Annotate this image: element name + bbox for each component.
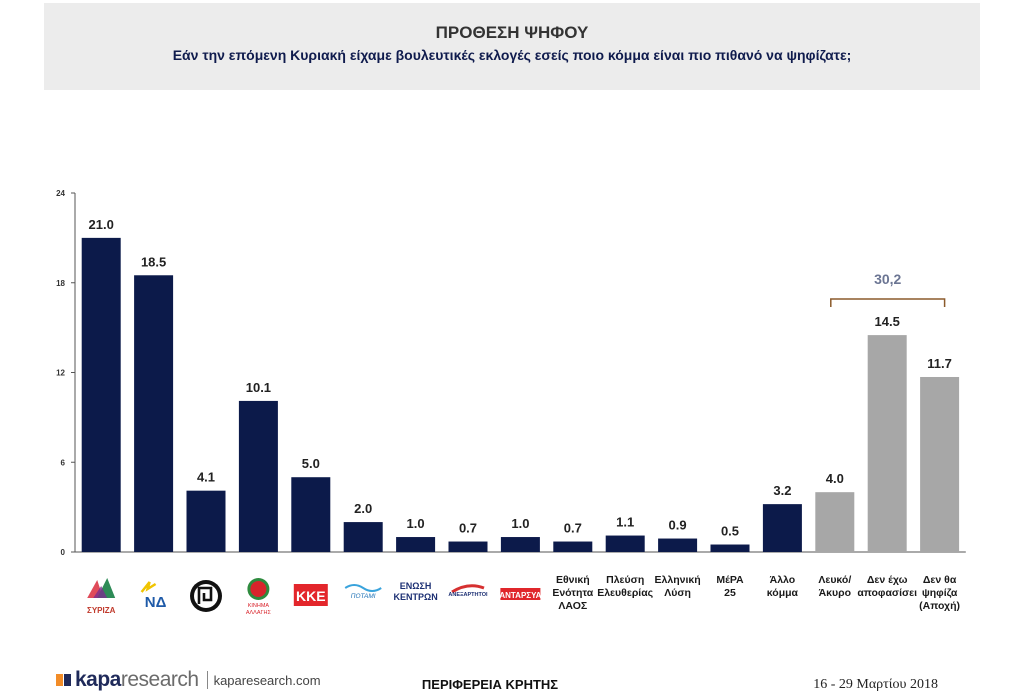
bar-value-label: 18.5 bbox=[141, 254, 166, 269]
bar-value-label: 14.5 bbox=[875, 314, 900, 329]
category-label: ΛΑΟΣ bbox=[558, 600, 587, 612]
bar bbox=[291, 477, 331, 552]
bar bbox=[500, 537, 540, 552]
brand-research: research bbox=[120, 668, 199, 691]
bar-value-label: 3.2 bbox=[773, 483, 791, 498]
category-label: Ενότητα bbox=[552, 587, 593, 599]
bar-value-label: 1.0 bbox=[511, 516, 529, 531]
bar bbox=[553, 541, 593, 552]
svg-text:ΠΟΤΑΜΙ: ΠΟΤΑΜΙ bbox=[351, 593, 376, 600]
potami-logo: ΠΟΤΑΜΙ bbox=[344, 584, 382, 600]
category-label: Λευκό/ bbox=[818, 574, 851, 586]
page-title: ΠΡΟΘΕΣΗ ΨΗΦΟΥ bbox=[435, 23, 589, 42]
category-label: ψηφίζα bbox=[922, 587, 958, 599]
bar bbox=[448, 541, 488, 552]
region-label: ΠΕΡΙΦΕΡΕΙΑ ΚΡΗΤΗΣ bbox=[421, 677, 559, 692]
bar bbox=[867, 335, 907, 552]
bar-value-label: 0.9 bbox=[669, 518, 687, 533]
bar-value-label: 1.0 bbox=[407, 516, 425, 531]
bar bbox=[710, 544, 750, 552]
brand-divider bbox=[206, 671, 208, 689]
kapa-mark-icon bbox=[56, 674, 71, 686]
category-label: Ελληνική bbox=[655, 574, 701, 586]
bar bbox=[658, 538, 698, 552]
bar-value-label: 0.7 bbox=[564, 521, 582, 536]
kke-logo: ΚΚΕ bbox=[293, 584, 328, 606]
svg-text:ΚΙΝΗΜΑ: ΚΙΝΗΜΑ bbox=[248, 603, 270, 609]
brand-kapa: kapa bbox=[75, 668, 121, 691]
bar bbox=[134, 275, 174, 552]
bar-value-label: 0.5 bbox=[721, 524, 739, 539]
category-label: (Αποχή) bbox=[919, 600, 960, 612]
category-label: Εθνική bbox=[556, 574, 590, 586]
bar-value-label: 4.0 bbox=[826, 471, 844, 486]
category-label: Άλλο bbox=[770, 574, 796, 586]
bar-value-label: 10.1 bbox=[246, 380, 271, 395]
bracket-line bbox=[830, 298, 946, 307]
page-subtitle: Εάν την επόμενη Κυριακή είχαμε βουλευτικ… bbox=[172, 47, 852, 63]
y-tick-label: 6 bbox=[61, 458, 66, 467]
bar bbox=[186, 490, 226, 552]
bar bbox=[343, 522, 383, 552]
category-label: 25 bbox=[724, 587, 736, 599]
bar bbox=[238, 400, 278, 552]
bar-value-label: 5.0 bbox=[302, 456, 320, 471]
syriza-logo: ΣΥΡΙΖΑ bbox=[87, 578, 116, 615]
svg-text:ΚΚΕ: ΚΚΕ bbox=[296, 588, 326, 604]
y-tick-label: 24 bbox=[56, 189, 65, 198]
y-tick-label: 12 bbox=[56, 369, 65, 378]
bar-value-label: 21.0 bbox=[89, 217, 114, 232]
nd-logo: ΝΔ bbox=[140, 581, 167, 611]
header-panel: ΠΡΟΘΕΣΗ ΨΗΦΟΥ Εάν την επόμενη Κυριακή εί… bbox=[44, 3, 980, 90]
y-tick-label: 0 bbox=[61, 548, 66, 557]
category-label: Πλεύση bbox=[606, 574, 644, 586]
bar bbox=[81, 237, 121, 552]
brand-url: kaparesearch.com bbox=[213, 672, 321, 688]
antarsya-logo: ΑΝΤΑΡΣΥΑ bbox=[499, 588, 542, 600]
svg-text:ΑΝΤΑΡΣΥΑ: ΑΝΤΑΡΣΥΑ bbox=[499, 591, 541, 600]
anel-logo: ΑΝΕΞΑΡΤΗΤΟΙ bbox=[448, 584, 488, 598]
bar-value-label: 11.7 bbox=[927, 356, 952, 371]
svg-text:ΚΕΝΤΡΩΝ: ΚΕΝΤΡΩΝ bbox=[393, 592, 437, 602]
bar bbox=[815, 492, 855, 552]
category-label: Δεν θα bbox=[923, 574, 957, 586]
svg-text:ΣΥΡΙΖΑ: ΣΥΡΙΖΑ bbox=[87, 606, 116, 615]
category-label: Άκυρο bbox=[819, 587, 851, 599]
bracket-total-label: 30,2 bbox=[874, 271, 901, 287]
svg-text:ΑΝΕΞΑΡΤΗΤΟΙ: ΑΝΕΞΑΡΤΗΤΟΙ bbox=[448, 592, 488, 598]
bar-value-label: 2.0 bbox=[354, 501, 372, 516]
svg-text:ΕΝΩΣΗ: ΕΝΩΣΗ bbox=[400, 581, 432, 591]
svg-text:ΝΔ: ΝΔ bbox=[145, 594, 167, 611]
bar bbox=[920, 376, 960, 552]
bar bbox=[396, 537, 436, 552]
bar bbox=[605, 535, 645, 552]
kapa-research-logo: kapa research kaparesearch.com bbox=[56, 668, 321, 691]
svg-text:ΑΛΛΑΓΗΣ: ΑΛΛΑΓΗΣ bbox=[246, 610, 272, 616]
bar-value-label: 1.1 bbox=[616, 515, 634, 530]
bar-value-label: 0.7 bbox=[459, 521, 477, 536]
survey-date: 16 - 29 Μαρτίου 2018 bbox=[813, 677, 938, 692]
category-label: ΜέΡΑ bbox=[716, 574, 744, 586]
category-label: Δεν έχω bbox=[867, 574, 908, 586]
y-tick-label: 18 bbox=[56, 279, 65, 288]
golden-dawn-logo bbox=[190, 580, 222, 612]
bar-value-label: 4.1 bbox=[197, 470, 215, 485]
category-label: Λύση bbox=[664, 587, 691, 599]
bar bbox=[762, 504, 802, 552]
category-label: κόμμα bbox=[767, 587, 799, 599]
category-label: αποφασίσει bbox=[857, 587, 917, 599]
category-label: Ελευθερίας bbox=[597, 587, 653, 599]
